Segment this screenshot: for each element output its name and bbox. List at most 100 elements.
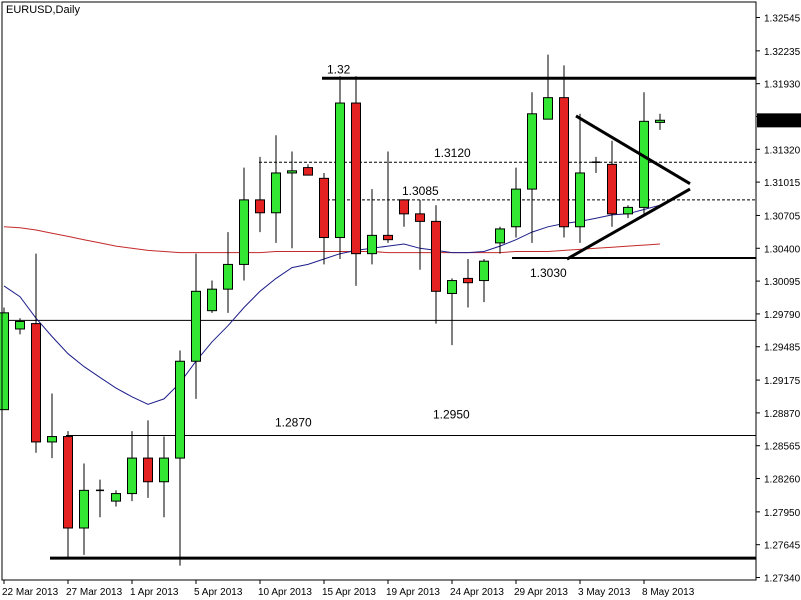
y-tick-label: 1.28870: [764, 409, 801, 420]
candle-body-up: [223, 263, 233, 290]
candle[interactable]: [623, 205, 633, 219]
candle[interactable]: [399, 199, 409, 227]
candle[interactable]: [271, 135, 281, 243]
candle-body-down: [319, 177, 329, 239]
candle[interactable]: [559, 65, 569, 238]
candle[interactable]: [607, 140, 617, 227]
candle[interactable]: [335, 76, 345, 260]
x-tick-label: 27 Mar 2013: [66, 587, 123, 598]
candle[interactable]: [127, 431, 137, 502]
candle-body-up: [207, 288, 217, 312]
y-tick-label: 1.32235: [764, 47, 801, 58]
candle[interactable]: [47, 393, 57, 459]
candle-body-up: [239, 199, 249, 265]
candle[interactable]: [191, 253, 201, 399]
candle[interactable]: [287, 151, 297, 249]
candle[interactable]: [303, 164, 313, 176]
candle-body-up: [575, 172, 585, 228]
candle[interactable]: [255, 156, 265, 233]
candle-body-down: [255, 199, 265, 214]
candle[interactable]: [655, 113, 665, 130]
y-tick-label: 1.31015: [764, 178, 801, 189]
candle[interactable]: [175, 350, 185, 566]
candle-body-down: [143, 457, 153, 483]
y-tick-label: 1.27340: [764, 574, 801, 585]
candle[interactable]: [495, 226, 505, 254]
candle[interactable]: [0, 307, 9, 411]
candle[interactable]: [479, 259, 489, 303]
candle[interactable]: [223, 232, 233, 313]
candle[interactable]: [415, 199, 425, 270]
level-label: 1.32: [327, 62, 351, 76]
triangle-lower-line: [566, 187, 691, 261]
candle[interactable]: [527, 92, 537, 243]
y-tick-label: 1.29175: [764, 376, 801, 387]
y-tick-label: 1.28260: [764, 475, 801, 486]
y-tick-label: 1.27645: [764, 541, 801, 552]
candle-body-down: [303, 167, 313, 176]
chart-title: EURUSD,Daily: [6, 4, 80, 16]
candle[interactable]: [159, 436, 169, 518]
plot-frame: [1, 1, 757, 581]
current-price-box: [757, 113, 801, 128]
candle[interactable]: [463, 259, 473, 308]
candle[interactable]: [319, 172, 329, 265]
x-tick-label: 5 Apr 2013: [194, 587, 243, 598]
level-label: 1.3085: [402, 184, 439, 198]
candle[interactable]: [143, 420, 153, 498]
triangle-pattern: [566, 114, 691, 261]
candle[interactable]: [79, 463, 89, 555]
candle[interactable]: [239, 167, 249, 281]
candle-body-down: [351, 102, 361, 255]
current-price-marker: 1.31589: [757, 113, 801, 128]
candle-body-down: [559, 97, 569, 228]
candle-body-up: [111, 493, 121, 502]
candle[interactable]: [639, 92, 649, 217]
candle[interactable]: [367, 189, 377, 265]
candle-body-up: [79, 489, 89, 529]
level-label: 1.3030: [530, 266, 567, 280]
y-tick-label: 1.31320: [764, 145, 801, 156]
candle[interactable]: [111, 490, 121, 507]
candle[interactable]: [351, 76, 361, 286]
candle[interactable]: [447, 278, 457, 346]
y-tick-label: 1.31930: [764, 80, 801, 91]
y-tick-label: 1.29485: [764, 343, 801, 354]
fast-moving-average-line: [3, 204, 661, 405]
candle-body-up: [527, 113, 537, 190]
x-tick-label: 24 Apr 2013: [450, 587, 504, 598]
candle-body-down: [399, 199, 409, 215]
candle-body-up: [543, 97, 553, 120]
candle-body-up: [655, 119, 665, 123]
candle[interactable]: [383, 151, 393, 243]
candle[interactable]: [592, 156, 600, 173]
candle-body-down: [63, 436, 73, 529]
candle-body-up: [623, 206, 633, 215]
candle-body-up: [367, 234, 377, 255]
x-tick-label: 10 Apr 2013: [258, 587, 312, 598]
candle[interactable]: [575, 113, 585, 243]
candle-body-up: [287, 170, 297, 174]
candle-body-down: [415, 213, 425, 222]
triangle-upper-line: [575, 114, 691, 186]
slow-moving-average-line: [3, 226, 661, 254]
candle[interactable]: [431, 205, 441, 324]
candle-body-up: [511, 188, 521, 228]
candle-body-down: [31, 323, 41, 443]
candle[interactable]: [207, 280, 217, 313]
candle-body-down: [463, 277, 473, 284]
candle[interactable]: [543, 54, 553, 120]
candle-body-up: [335, 102, 345, 239]
candle-body-up: [271, 172, 281, 214]
candle[interactable]: [31, 253, 41, 453]
level-label: 1.3120: [434, 146, 471, 160]
y-tick-label: 1.28565: [764, 442, 801, 453]
candle[interactable]: [511, 167, 521, 238]
candle-body-up: [639, 120, 649, 208]
candle[interactable]: [96, 479, 104, 518]
candle[interactable]: [63, 431, 73, 559]
candle-body-up: [447, 280, 457, 294]
candle[interactable]: [15, 318, 25, 335]
